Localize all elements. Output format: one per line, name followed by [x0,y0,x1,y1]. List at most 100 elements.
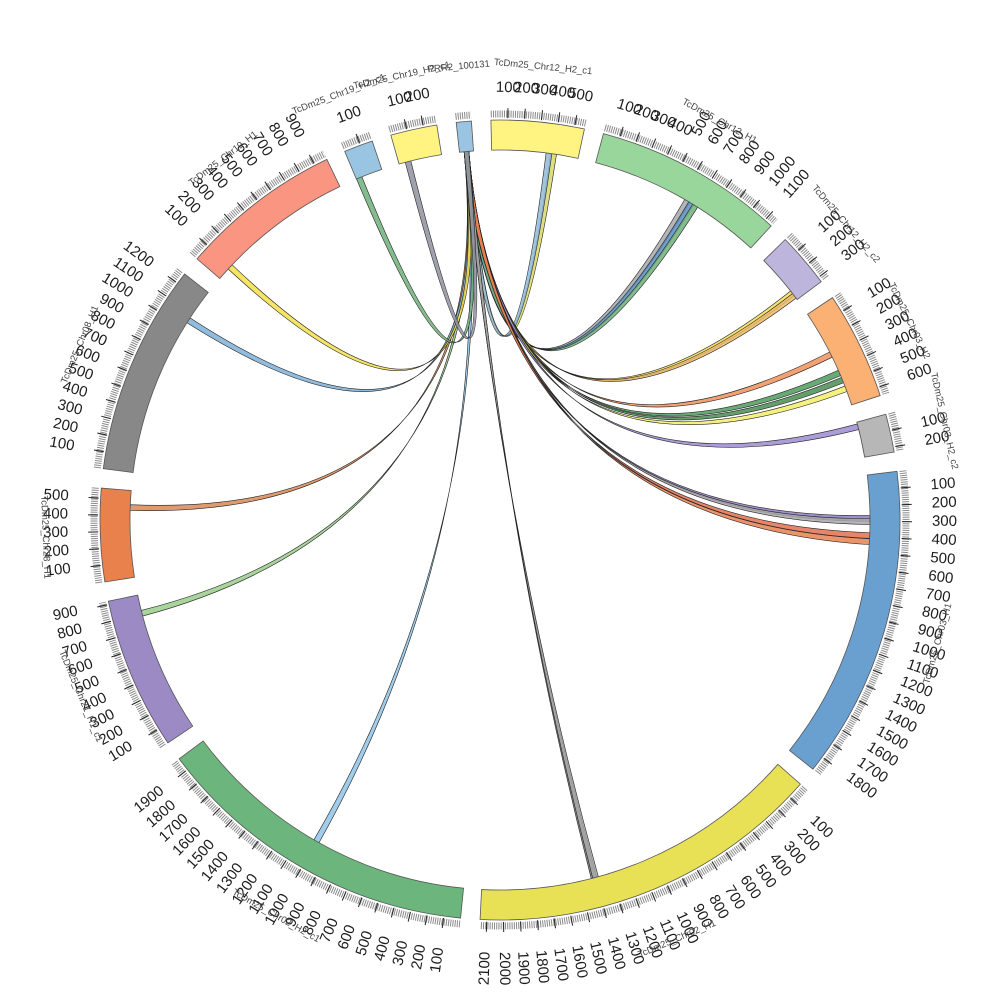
major-tick [88,497,99,499]
tick-label: 300 [389,939,411,967]
major-tick [808,256,818,264]
tick-label: 1600 [568,944,591,980]
major-tick [697,160,703,171]
tick-label: 400 [371,934,394,963]
major-tick [200,795,209,804]
major-tick [131,334,141,341]
tick-label: 100 [919,409,947,431]
tick-label: 200 [931,494,957,512]
chromosome-block-6 [479,763,801,921]
major-tick [139,714,149,721]
major-tick [101,415,112,420]
chromosome-block-13 [390,124,442,165]
tick-label: 900 [51,602,79,624]
major-tick [739,842,747,851]
major-tick [341,891,347,901]
major-tick [441,917,445,928]
tick-label: 300 [531,80,558,99]
tick-label: 100 [334,102,363,127]
major-tick [619,903,624,914]
chromosome-block-1 [595,133,772,249]
major-tick [739,189,747,198]
major-tick [895,444,906,448]
major-tick [310,876,316,887]
minor-tick-band-4 [888,411,904,452]
major-tick [325,884,332,894]
tick-label: 600 [927,567,954,587]
major-tick [111,382,122,387]
major-tick [833,744,843,751]
tick-label: 800 [920,603,948,625]
link-6 [463,150,797,382]
tick-label: 300 [43,524,69,542]
major-tick [101,620,112,625]
major-tick [765,210,774,220]
major-tick [851,320,861,326]
major-tick [888,621,899,625]
link-13 [463,150,871,525]
tick-label: 2100 [476,951,494,985]
major-tick [355,133,361,144]
major-tick [682,152,688,163]
major-tick [308,154,315,164]
tick-label: 400 [43,505,68,522]
major-tick [892,604,903,609]
major-tick [725,179,733,188]
minor-tick-band-2 [786,232,829,281]
tick-label: 100 [45,560,72,580]
major-tick [900,486,911,489]
tick-label: 500 [930,549,956,568]
major-tick [536,920,539,931]
chromosome-label-14: PRR2_100131 [427,59,490,76]
major-tick [540,110,544,121]
major-tick [635,898,640,908]
major-tick [866,351,877,357]
chromosome-block-9 [99,487,135,583]
major-tick [89,548,100,550]
major-tick [858,700,869,706]
tick-label: 100 [48,433,76,454]
minor-tick-band-11 [189,150,326,258]
tick-label: 100 [427,946,447,973]
major-tick [884,637,894,642]
major-tick [131,699,141,706]
chromosome-block-8 [107,594,194,744]
tick-label: 300 [932,513,957,530]
major-tick [238,830,246,839]
chromosome-block-7 [178,740,464,919]
major-tick [819,269,829,277]
major-tick [850,715,861,722]
major-tick [872,669,883,675]
major-tick [90,565,101,568]
major-tick [619,126,624,137]
tick-label: 400 [61,378,90,402]
major-tick [842,305,853,312]
major-tick [105,637,116,642]
tick-label: 1700 [550,947,571,982]
major-tick [97,604,108,608]
tick-label: 1800 [532,949,552,984]
major-tick [105,399,116,403]
major-tick [139,319,149,326]
major-tick [651,892,657,902]
major-tick [420,115,424,126]
major-tick [570,915,574,926]
chromosome-block-3 [806,297,881,406]
tick-label: 700 [924,585,952,606]
major-tick [682,877,688,888]
link-15 [463,150,870,545]
major-tick [696,869,703,880]
major-tick [873,366,883,372]
chromosome-block-4 [856,413,895,458]
major-tick [574,115,578,126]
major-tick [251,840,259,850]
major-tick [603,908,607,919]
major-tick [374,902,379,913]
major-tick [407,911,411,922]
major-tick [111,653,122,658]
minor-tick-band-9 [90,487,103,584]
major-tick [797,243,806,251]
chromosome-block-14 [455,120,474,153]
chromosome-label-0: TcDm25_Chr12_H2_c1 [493,57,592,77]
